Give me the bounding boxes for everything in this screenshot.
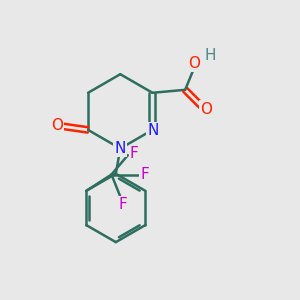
Text: N: N: [115, 141, 126, 156]
Text: O: O: [200, 102, 212, 117]
Text: N: N: [147, 123, 159, 138]
Text: F: F: [130, 146, 139, 161]
Text: O: O: [188, 56, 200, 70]
Text: F: F: [119, 197, 128, 212]
Text: H: H: [204, 47, 216, 62]
Text: O: O: [51, 118, 63, 133]
Text: F: F: [140, 167, 149, 182]
